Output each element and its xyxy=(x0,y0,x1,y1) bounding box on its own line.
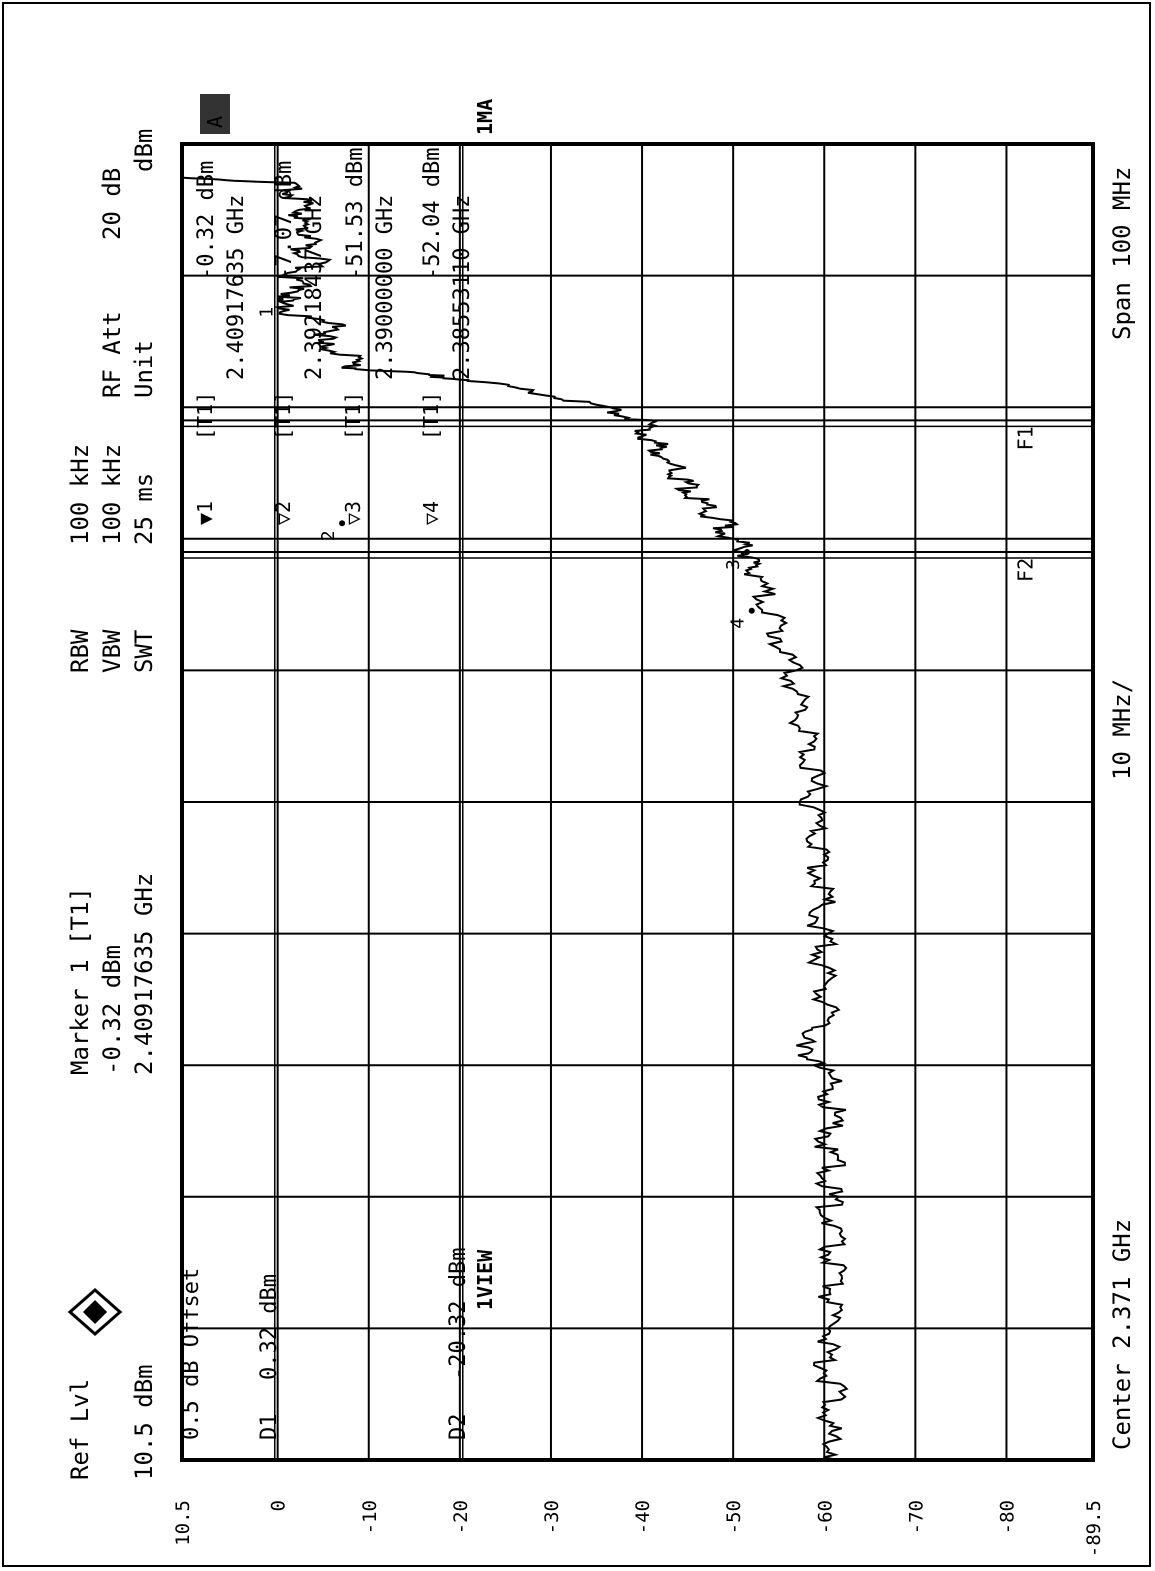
trace-badge-icon xyxy=(200,94,230,134)
marker-4-label: 4 xyxy=(728,618,749,629)
marker-1-point xyxy=(277,296,284,303)
y-tick-label: -80 xyxy=(996,1500,1018,1534)
marker-level: -0.32 dBm xyxy=(98,945,126,1075)
marker-table-level: -7.07 dBm xyxy=(272,161,297,280)
rf-att-value: 20 dB xyxy=(98,168,126,240)
marker-2-point xyxy=(339,520,346,527)
ref-level-label: Ref Lvl xyxy=(66,1379,94,1480)
marker-4-point xyxy=(748,607,755,614)
marker-table-tag: [T1] xyxy=(341,392,365,440)
footer-div: 10 MHz/ xyxy=(1108,679,1136,780)
marker-table-symbol: ▽4 xyxy=(419,501,443,525)
marker-table-tag: [T1] xyxy=(271,392,295,440)
plot-border xyxy=(180,142,1095,1462)
ref-level-value: 10.5 dBm xyxy=(130,1364,158,1480)
swt-value: 25 ms xyxy=(130,473,158,545)
marker-table-freq: 2.39218437 GHz xyxy=(302,195,327,380)
rf-att-label: RF Att xyxy=(98,311,126,398)
y-tick-label: -50 xyxy=(723,1500,745,1534)
d2-value: -20.32 dBm xyxy=(446,1248,471,1380)
marker-table-level: -51.53 dBm xyxy=(343,148,368,280)
marker-table-freq: 2.38553110 GHz xyxy=(450,195,475,380)
swt-label: SWT xyxy=(130,630,158,673)
y-tick-label: -40 xyxy=(632,1500,654,1534)
y-tick-label: 10.5 xyxy=(172,1500,194,1546)
rbw-label: RBW xyxy=(66,629,94,673)
marker-table-symbol: ▽2 xyxy=(271,501,295,525)
y-tick-label: -70 xyxy=(905,1500,927,1534)
footer-span: Span 100 MHz xyxy=(1108,167,1136,340)
y-tick-label: 0 xyxy=(268,1500,290,1511)
marker-3-point xyxy=(744,548,751,555)
marker-table-level: -0.32 dBm xyxy=(194,161,219,280)
view-mode-label: 1VIEW xyxy=(473,1249,497,1310)
trace-line xyxy=(181,176,849,1461)
marker-table-symbol: ▼1 xyxy=(193,501,217,525)
y-tick-label: -20 xyxy=(450,1500,472,1534)
marker-table-symbol: ▽3 xyxy=(341,501,365,525)
trace-mode-label: 1MA xyxy=(473,99,497,135)
footer-center: Center 2.371 GHz xyxy=(1108,1219,1136,1450)
marker-title: Marker 1 [T1] xyxy=(66,887,94,1075)
marker-table-freq: 2.40917635 GHz xyxy=(224,195,249,380)
marker-table-tag: [T1] xyxy=(419,392,443,440)
d1-label: D1 xyxy=(257,1414,282,1441)
marker-table-level: -52.04 dBm xyxy=(420,148,445,280)
y-tick-label: -30 xyxy=(541,1500,563,1534)
y-tick-label: -10 xyxy=(359,1500,381,1534)
marker-table-tag: [T1] xyxy=(193,392,217,440)
marker-2-label: 2 xyxy=(318,530,339,541)
frequency-line-label: F2 xyxy=(1014,558,1038,582)
d1-value: 0.32 dBm xyxy=(257,1274,282,1380)
y-tick-label: -89.5 xyxy=(1083,1500,1105,1557)
d2-label: D2 xyxy=(446,1414,471,1441)
frequency-line-label: F1 xyxy=(1014,426,1038,450)
offset-text: 0.5 dB Offset xyxy=(179,1268,204,1440)
rs-logo-icon-inner xyxy=(83,1300,107,1324)
marker-1-label: 1 xyxy=(257,307,278,318)
marker-freq: 2.40917635 GHz xyxy=(130,873,158,1075)
vbw-value: 100 kHz xyxy=(98,444,126,545)
vbw-label: VBW xyxy=(98,629,126,673)
rbw-value: 100 kHz xyxy=(66,444,94,545)
unit-value: dBm xyxy=(130,129,158,172)
marker-3-label: 3 xyxy=(723,559,744,570)
marker-table-freq: 2.39000000 GHz xyxy=(373,195,398,380)
unit-label: Unit xyxy=(130,340,158,398)
y-tick-label: -60 xyxy=(814,1500,836,1534)
trace-badge-letter: A xyxy=(203,116,227,128)
